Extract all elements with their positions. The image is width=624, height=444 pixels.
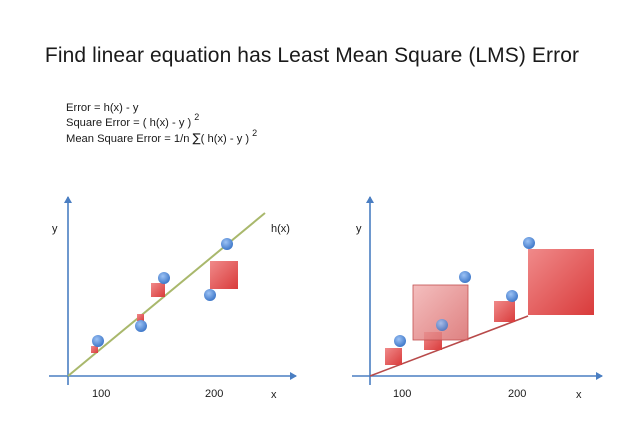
error-square [494,301,515,322]
data-point [459,271,471,283]
data-point [436,319,448,331]
bad-fit-line [369,315,529,377]
mean-square-error-formula: Mean Square Error = 1/n ∑( h(x) - y ) 2 [66,128,258,147]
formula-block: Error = h(x) - y Square Error = ( h(x) -… [66,101,257,147]
left-plot: y x 100 200 h(x) [49,196,297,401]
sum-symbol: ∑ [192,131,201,145]
error-formula: Error = h(x) - y [66,102,139,114]
right-tick-100: 100 [393,388,411,400]
error-square [210,261,238,289]
square-error-formula: Square Error = ( h(x) - y ) 2 [66,112,257,131]
data-point [394,335,406,347]
right-plot: y x 100 200 [352,196,603,401]
data-point [523,237,535,249]
error-square [412,284,469,341]
data-point [506,290,518,302]
square-error-text: Square Error = ( h(x) - y ) [66,117,192,129]
slide-title: Find linear equation has Least Mean Squa… [44,44,580,67]
left-tick-100: 100 [92,388,110,400]
right-tick-200: 200 [508,388,526,400]
data-point [221,238,233,250]
left-tick-200: 200 [205,388,223,400]
left-y-label: y [52,223,58,235]
data-point [92,335,104,347]
right-x-label: x [576,389,582,401]
mse-prefix: Mean Square Error = 1/n [66,133,193,145]
error-square [528,249,594,315]
hx-line-label: h(x) [271,223,290,235]
fit-line-hx [67,212,266,377]
left-x-label: x [271,389,277,401]
data-point [135,320,147,332]
error-square [151,283,165,297]
data-point [204,289,216,301]
square-error-exponent: 2 [194,112,200,122]
mse-suffix: ( h(x) - y ) [200,133,250,145]
error-square [385,348,402,365]
error-square [137,314,144,321]
data-point [158,272,170,284]
mse-exponent: 2 [252,128,258,138]
error-square [91,346,98,353]
right-y-label: y [356,223,362,235]
